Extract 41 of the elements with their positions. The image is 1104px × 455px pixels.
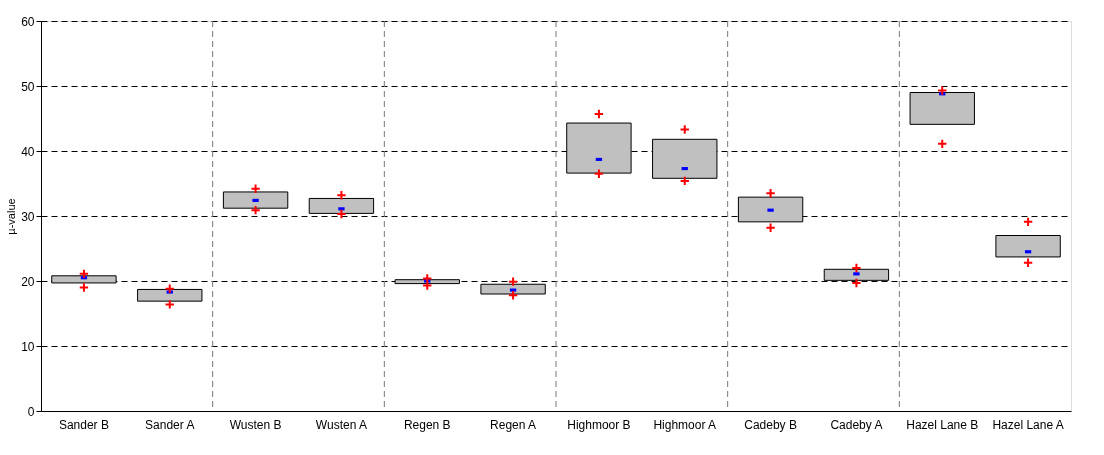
y-axis-title: µ-value xyxy=(5,198,18,235)
point xyxy=(937,85,948,96)
y-tick-label: 10 xyxy=(21,339,35,354)
point xyxy=(507,276,519,287)
bar xyxy=(995,235,1061,258)
bar xyxy=(308,197,375,214)
point xyxy=(765,222,776,233)
x-tick-label: Regen A xyxy=(490,417,537,432)
y-tick-label: 50 xyxy=(21,79,35,94)
y-tick-label: 60 xyxy=(21,14,35,29)
point xyxy=(336,208,347,220)
x-tick-label: Highmoor A xyxy=(653,417,717,432)
x-tick-label: Hazel Lane B xyxy=(906,417,979,432)
point xyxy=(250,183,261,194)
x-tick-label: Sander B xyxy=(58,417,109,432)
point xyxy=(78,282,90,293)
y-tick-label: 30 xyxy=(21,209,35,224)
x-tick-label: Wusten B xyxy=(229,417,282,432)
x-tick-label: Sander A xyxy=(145,417,195,432)
bar xyxy=(222,191,289,209)
x-tick-label: Wusten A xyxy=(315,417,367,432)
point xyxy=(851,277,862,289)
y-tick-label: 40 xyxy=(21,144,35,159)
y-tick-label: 20 xyxy=(21,274,35,289)
point xyxy=(679,124,690,135)
point xyxy=(336,190,347,201)
bar xyxy=(480,283,546,295)
bar xyxy=(909,92,975,125)
x-tick-label: Cadeby B xyxy=(744,417,797,432)
bar xyxy=(652,138,718,179)
point xyxy=(422,280,433,291)
x-tick-label: Highmoor B xyxy=(567,417,631,432)
x-tick-label: Hazel Lane A xyxy=(992,417,1064,432)
x-tick-label: Cadeby A xyxy=(830,417,883,432)
point xyxy=(851,262,862,274)
x-tick-label: Regen B xyxy=(403,417,451,432)
point xyxy=(681,166,688,171)
bar xyxy=(137,288,203,302)
y-tick-label: 0 xyxy=(27,404,35,419)
point xyxy=(164,299,175,310)
point xyxy=(765,188,776,199)
